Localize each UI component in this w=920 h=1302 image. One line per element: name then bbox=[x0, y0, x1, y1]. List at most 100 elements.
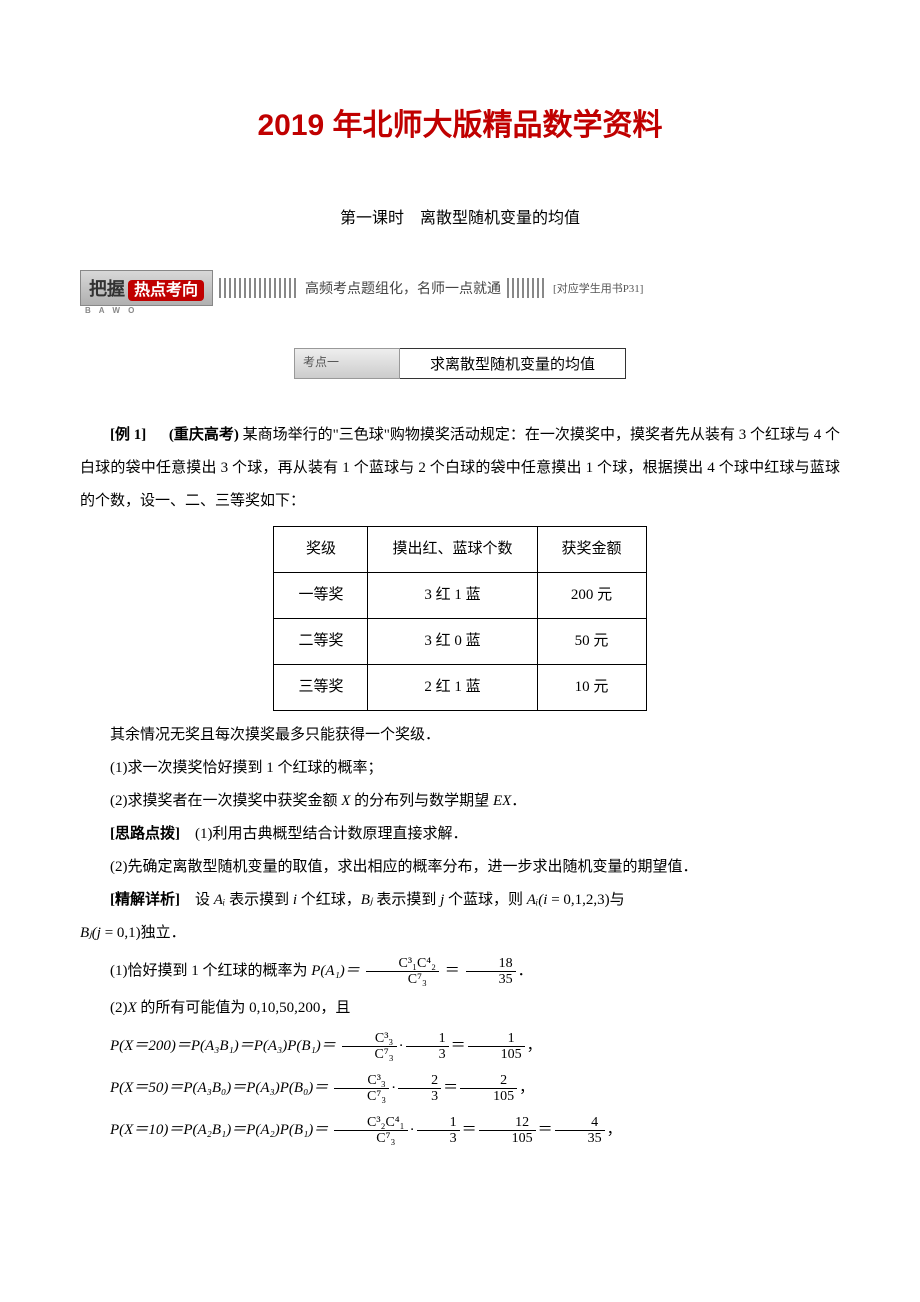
comma: ， bbox=[527, 1038, 542, 1054]
var-Ai: Aᵢ bbox=[214, 892, 226, 908]
fraction: 1835 bbox=[466, 956, 516, 988]
den: 3 bbox=[398, 1089, 441, 1104]
banner-bawo: B A W O bbox=[85, 306, 137, 315]
num: 1 bbox=[468, 1031, 525, 1047]
fraction: 13 bbox=[417, 1115, 460, 1147]
t: = 0,1)独立． bbox=[101, 925, 186, 941]
lhs: P(X＝10)＝P(A₂B₁)＝P(A₂)P(B₁)＝ bbox=[110, 1122, 328, 1138]
den: 3 bbox=[417, 1131, 460, 1146]
fraction: 13 bbox=[406, 1031, 449, 1063]
fraction: C³₃C⁷₃ bbox=[342, 1031, 397, 1063]
den: 105 bbox=[479, 1131, 536, 1146]
num: 18 bbox=[466, 956, 516, 972]
td: 二等奖 bbox=[274, 619, 368, 665]
mid: · bbox=[399, 1038, 404, 1054]
fraction: 23 bbox=[398, 1073, 441, 1105]
t: 设 bbox=[180, 892, 214, 908]
topic-row: 考点一 求离散型随机变量的均值 bbox=[80, 348, 840, 379]
eq-10: P(X＝10)＝P(A₂B₁)＝P(A₂)P(B₁)＝ C³₂C⁴₁C⁷₃·13… bbox=[80, 1109, 840, 1151]
table-row: 奖级 摸出红、蓝球个数 获奖金额 bbox=[274, 527, 646, 573]
fraction: C³₃C⁷₃ bbox=[334, 1073, 389, 1105]
hint1: (1)利用古典概型结合计数原理直接求解． bbox=[180, 826, 468, 842]
body: [例 1] (重庆高考) 某商场举行的"三色球"购物摸奖活动规定：在一次摸奖中，… bbox=[80, 419, 840, 1151]
banner-ref: [对应学生用书P31] bbox=[553, 280, 643, 296]
num: 2 bbox=[398, 1073, 441, 1089]
num: C³₂C⁴₁ bbox=[334, 1115, 408, 1131]
num: 1 bbox=[406, 1031, 449, 1047]
topic-name: 求离散型随机变量的均值 bbox=[399, 348, 626, 379]
th: 获奖金额 bbox=[537, 527, 646, 573]
den: 3 bbox=[406, 1047, 449, 1062]
q2b: 的分布列与数学期望 bbox=[350, 793, 493, 809]
comma: ， bbox=[519, 1080, 534, 1096]
sol-intro: [精解详析] 设 Aᵢ 表示摸到 i 个红球，Bⱼ 表示摸到 j 个蓝球，则 A… bbox=[80, 884, 840, 917]
den: 105 bbox=[460, 1089, 517, 1104]
topic-tag: 考点一 bbox=[294, 348, 400, 379]
example-stem: [例 1] (重庆高考) 某商场举行的"三色球"购物摸奖活动规定：在一次摸奖中，… bbox=[80, 419, 840, 518]
fraction: 12105 bbox=[479, 1115, 536, 1147]
t: 的所有可能值为 0,10,50,200，且 bbox=[137, 1000, 351, 1016]
q2: (2)求摸奖者在一次摸奖中获奖金额 X 的分布列与数学期望 EX． bbox=[80, 785, 840, 818]
num: C³₃ bbox=[334, 1073, 389, 1089]
mid: · bbox=[391, 1080, 396, 1096]
td: 10 元 bbox=[537, 665, 646, 711]
hint-label: [思路点拨] bbox=[110, 826, 180, 842]
td: 3 红 1 蓝 bbox=[368, 573, 537, 619]
den: 105 bbox=[468, 1047, 525, 1062]
eq: ＝ bbox=[443, 1080, 458, 1096]
fraction: 2105 bbox=[460, 1073, 517, 1105]
td: 三等奖 bbox=[274, 665, 368, 711]
den: C⁷₃ bbox=[334, 1089, 389, 1104]
PA1: P(A₁)＝ bbox=[311, 963, 360, 979]
den: C⁷₃ bbox=[334, 1131, 408, 1146]
fraction: 435 bbox=[555, 1115, 605, 1147]
eq2: ＝ bbox=[538, 1122, 553, 1138]
num: 2 bbox=[460, 1073, 517, 1089]
num: C³₁C⁴₂ bbox=[366, 956, 440, 972]
banner-accent: 热点考向 bbox=[128, 280, 204, 301]
example-label: [例 1] bbox=[110, 427, 146, 443]
sol-p1: (1)恰好摸到 1 个红球的概率为 P(A₁)＝ C³₁C⁴₂C⁷₃ ＝ 183… bbox=[80, 950, 840, 992]
eq-50: P(X＝50)＝P(A₃B₀)＝P(A₃)P(B₀)＝ C³₃C⁷₃·23＝21… bbox=[80, 1067, 840, 1109]
banner-mid-text: 高频考点题组化，名师一点就通 bbox=[305, 278, 501, 298]
grip-text: 把握 bbox=[89, 279, 125, 299]
den: C⁷₃ bbox=[366, 972, 440, 987]
q2a: (2)求摸奖者在一次摸奖中获奖金额 bbox=[110, 793, 341, 809]
t: (1)恰好摸到 1 个红球的概率为 bbox=[110, 963, 311, 979]
hint2: (2)先确定离散型随机变量的取值，求出相应的概率分布，进一步求出随机变量的期望值… bbox=[80, 851, 840, 884]
stem2: 其余情况无奖且每次摸奖最多只能获得一个奖级． bbox=[80, 719, 840, 752]
var-Bj2: Bⱼ(j bbox=[80, 925, 101, 941]
example-source: (重庆高考) bbox=[169, 427, 239, 443]
t: 表示摸到 bbox=[373, 892, 441, 908]
lesson-title: 第一课时 离散型随机变量的均值 bbox=[80, 204, 840, 228]
num: 4 bbox=[555, 1115, 605, 1131]
sol-p2: (2)X 的所有可能值为 0,10,50,200，且 bbox=[80, 992, 840, 1025]
table-row: 三等奖 2 红 1 蓝 10 元 bbox=[274, 665, 646, 711]
td: 3 红 0 蓝 bbox=[368, 619, 537, 665]
table-row: 二等奖 3 红 0 蓝 50 元 bbox=[274, 619, 646, 665]
fraction: 1105 bbox=[468, 1031, 525, 1063]
eq: ＝ bbox=[462, 1122, 477, 1138]
hint: [思路点拨] (1)利用古典概型结合计数原理直接求解． bbox=[80, 818, 840, 851]
comma: ， bbox=[607, 1122, 622, 1138]
t: 表示摸到 bbox=[225, 892, 293, 908]
var-Bj: Bⱼ bbox=[361, 892, 373, 908]
lhs: P(X＝50)＝P(A₃B₀)＝P(A₃)P(B₀)＝ bbox=[110, 1080, 328, 1096]
table-row: 一等奖 3 红 1 蓝 200 元 bbox=[274, 573, 646, 619]
banner-grip: 把握 热点考向 B A W O bbox=[80, 270, 213, 306]
dot: ． bbox=[518, 963, 533, 979]
th: 摸出红、蓝球个数 bbox=[368, 527, 537, 573]
th: 奖级 bbox=[274, 527, 368, 573]
t: 个蓝球，则 bbox=[444, 892, 527, 908]
mid: · bbox=[410, 1122, 415, 1138]
dot: ． bbox=[511, 793, 526, 809]
fraction: C³₁C⁴₂C⁷₃ bbox=[366, 956, 440, 988]
t: (2) bbox=[110, 1000, 128, 1016]
td: 一等奖 bbox=[274, 573, 368, 619]
prize-table: 奖级 摸出红、蓝球个数 获奖金额 一等奖 3 红 1 蓝 200 元 二等奖 3… bbox=[273, 526, 646, 711]
num: 1 bbox=[417, 1115, 460, 1131]
td: 50 元 bbox=[537, 619, 646, 665]
fraction: C³₂C⁴₁C⁷₃ bbox=[334, 1115, 408, 1147]
num: C³₃ bbox=[342, 1031, 397, 1047]
t: = 0,1,2,3)与 bbox=[547, 892, 624, 908]
